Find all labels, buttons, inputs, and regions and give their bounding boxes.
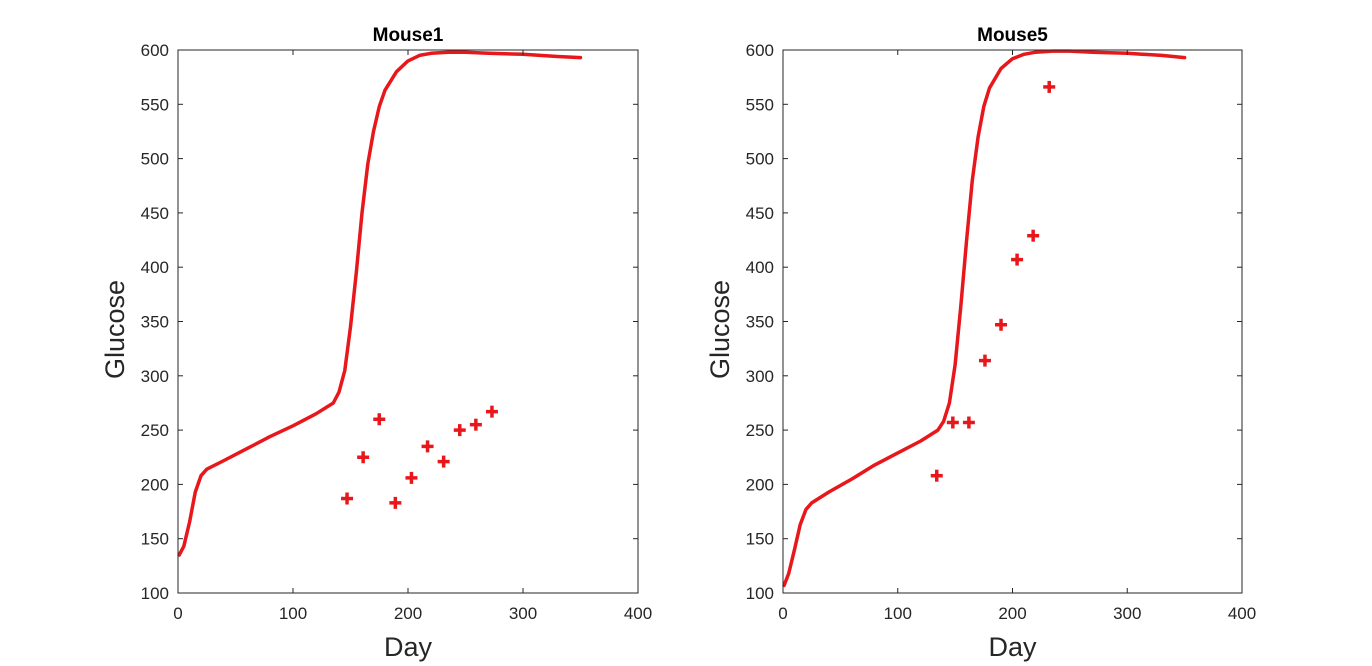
y-tick-label: 100 xyxy=(141,584,169,603)
data-point-marker xyxy=(946,416,959,429)
data-point-marker xyxy=(1011,253,1024,266)
y-axis-label: Glucose xyxy=(705,280,735,379)
y-tick-label: 600 xyxy=(746,41,774,60)
x-tick-label: 100 xyxy=(884,604,912,623)
tick-group: 0 100 200 300 400100150200250300350400450500… xyxy=(746,41,1257,623)
chart-title: Mouse1 xyxy=(373,25,444,46)
data-point-marker xyxy=(978,354,991,367)
data-point-marker xyxy=(357,451,370,464)
y-tick-label: 400 xyxy=(141,258,169,277)
y-tick-label: 450 xyxy=(746,204,774,223)
chart-title: Mouse5 xyxy=(977,25,1048,46)
y-tick-label: 500 xyxy=(141,150,169,169)
x-tick-label: 0 xyxy=(173,604,182,623)
x-tick-label: 200 xyxy=(394,604,422,623)
y-tick-label: 300 xyxy=(141,367,169,386)
x-tick-label: 200 xyxy=(998,604,1026,623)
y-tick-label: 450 xyxy=(141,204,169,223)
y-tick-label: 250 xyxy=(141,421,169,440)
x-tick-label: 400 xyxy=(1228,604,1256,623)
y-tick-label: 150 xyxy=(141,530,169,549)
y-tick-label: 500 xyxy=(746,150,774,169)
y-tick-label: 400 xyxy=(746,258,774,277)
y-tick-label: 100 xyxy=(746,584,774,603)
data-point-marker xyxy=(1043,80,1056,93)
model-curve-line xyxy=(782,49,1187,588)
y-tick-label: 150 xyxy=(746,530,774,549)
model-curve-line xyxy=(177,50,583,557)
data-point-marker xyxy=(1027,229,1040,242)
y-tick-label: 550 xyxy=(141,95,169,114)
data-point-marker xyxy=(995,318,1008,331)
plot-area xyxy=(178,50,638,593)
plot-area xyxy=(783,50,1242,593)
data-point-marker xyxy=(453,424,466,437)
chart-marks xyxy=(177,50,583,557)
x-axis-label: Day xyxy=(384,632,433,662)
x-tick-label: 100 xyxy=(279,604,307,623)
y-tick-label: 300 xyxy=(746,367,774,386)
data-point-marker xyxy=(373,413,386,426)
x-tick-label: 400 xyxy=(624,604,652,623)
x-tick-label: 300 xyxy=(509,604,537,623)
y-tick-label: 350 xyxy=(746,313,774,332)
data-point-marker xyxy=(469,418,482,431)
x-tick-label: 0 xyxy=(778,604,787,623)
data-point-marker xyxy=(421,440,434,453)
data-point-marker xyxy=(389,496,402,509)
data-point-marker xyxy=(341,492,354,505)
data-point-marker xyxy=(930,469,943,482)
y-tick-label: 250 xyxy=(746,421,774,440)
x-axis-label: Day xyxy=(988,632,1037,662)
chart-marks xyxy=(782,49,1187,588)
data-point-marker xyxy=(405,471,418,484)
y-tick-label: 200 xyxy=(746,475,774,494)
tick-group: 0 100 200 300 400100150200250300350400450500… xyxy=(141,41,653,623)
y-tick-label: 200 xyxy=(141,475,169,494)
chart-mouse1: 0 100 200 300 400100150200250300350400450500… xyxy=(100,25,652,662)
y-tick-label: 350 xyxy=(141,313,169,332)
data-point-marker xyxy=(962,416,975,429)
y-tick-label: 600 xyxy=(141,41,169,60)
y-tick-label: 550 xyxy=(746,95,774,114)
chart-mouse5: 0 100 200 300 400100150200250300350400450500… xyxy=(705,25,1256,662)
x-tick-label: 300 xyxy=(1113,604,1141,623)
y-axis-label: Glucose xyxy=(100,280,130,379)
data-point-marker xyxy=(437,455,450,468)
data-point-marker xyxy=(485,405,498,418)
